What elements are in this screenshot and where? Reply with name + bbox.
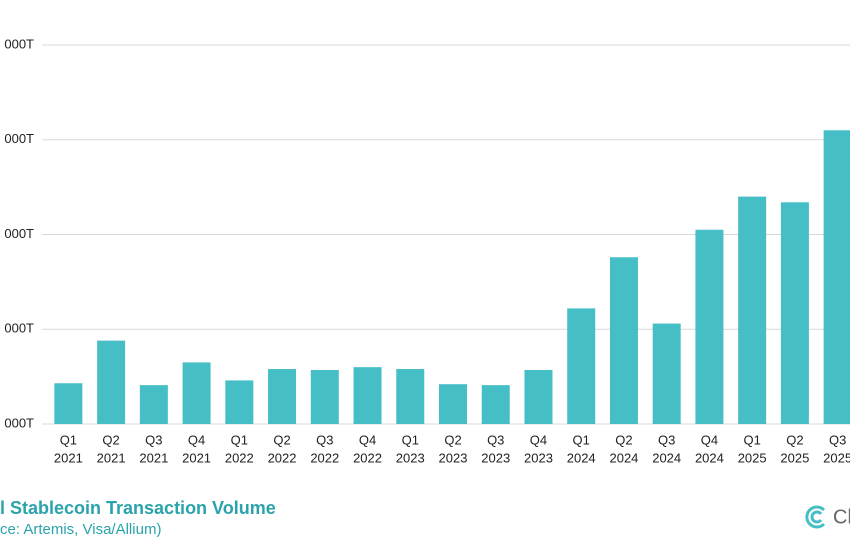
x-tick-label: Q2 [102, 432, 119, 447]
y-tick-label: 000T [4, 415, 34, 430]
y-tick-label: 000T [4, 226, 34, 241]
x-tick-label: Q1 [231, 432, 248, 447]
x-tick-label: 2025 [780, 450, 809, 465]
bar [652, 323, 681, 424]
logo-text: Cl [833, 506, 850, 528]
x-tick-label: 2023 [481, 450, 510, 465]
bar [439, 384, 467, 424]
bar [567, 308, 596, 424]
bar [139, 385, 168, 424]
bar [54, 383, 83, 424]
x-tick-label: Q4 [188, 432, 205, 447]
bar [97, 340, 126, 424]
x-tick-label: Q3 [145, 432, 162, 447]
x-tick-label: Q1 [60, 432, 77, 447]
x-tick-label: Q3 [829, 432, 846, 447]
x-tick-label: 2022 [268, 450, 297, 465]
x-tick-label: Q3 [658, 432, 675, 447]
x-tick-label: 2024 [652, 450, 681, 465]
y-tick-label: 000T [4, 321, 34, 336]
x-tick-label: Q4 [359, 432, 376, 447]
bar [396, 369, 425, 424]
x-tick-label: Q2 [444, 432, 461, 447]
x-tick-label: 2021 [54, 450, 83, 465]
x-tick-label: 2021 [182, 450, 211, 465]
bar [738, 196, 767, 424]
bar [524, 369, 553, 424]
bar [481, 385, 510, 424]
x-tick-label: 2024 [567, 450, 596, 465]
bar [225, 380, 254, 424]
bar [609, 257, 638, 424]
chart-subtitle: ce: Artemis, Visa/Allium) [0, 521, 161, 538]
x-tick-label: Q4 [701, 432, 718, 447]
x-tick-label: 2023 [439, 450, 468, 465]
bar [695, 229, 724, 424]
y-tick-label: 000T [4, 131, 34, 146]
x-tick-label: Q3 [316, 432, 333, 447]
x-tick-label: Q2 [786, 432, 803, 447]
bar [823, 130, 850, 424]
x-tick-label: Q1 [573, 432, 590, 447]
x-tick-label: Q2 [615, 432, 632, 447]
x-tick-label: Q3 [487, 432, 504, 447]
chart-title: l Stablecoin Transaction Volume [0, 498, 276, 518]
bar [310, 369, 339, 424]
x-tick-label: 2025 [823, 450, 850, 465]
x-tick-label: 2022 [310, 450, 339, 465]
x-tick-label: 2023 [524, 450, 553, 465]
bar [182, 362, 211, 424]
x-tick-label: Q2 [273, 432, 290, 447]
x-tick-label: 2025 [738, 450, 767, 465]
bar [780, 202, 809, 424]
x-tick-label: 2021 [97, 450, 126, 465]
x-tick-label: Q1 [402, 432, 419, 447]
bar [268, 369, 297, 424]
x-tick-label: 2021 [139, 450, 168, 465]
x-tick-label: Q4 [530, 432, 547, 447]
x-tick-label: Q1 [743, 432, 760, 447]
bar [353, 367, 382, 424]
x-tick-label: 2024 [609, 450, 638, 465]
logo-mark [805, 505, 826, 529]
x-tick-label: 2022 [353, 450, 382, 465]
x-tick-label: 2023 [396, 450, 425, 465]
y-tick-label: 000T [4, 36, 34, 51]
x-tick-label: 2024 [695, 450, 724, 465]
x-tick-label: 2022 [225, 450, 254, 465]
